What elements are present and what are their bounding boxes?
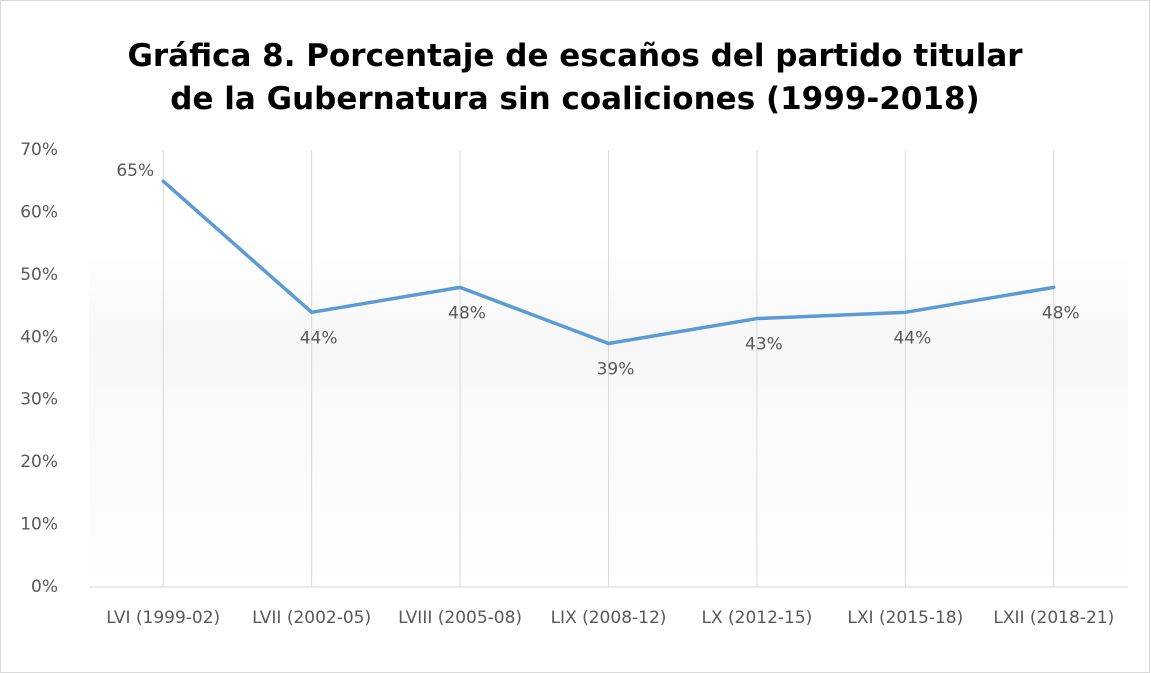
data-label: 43%: [745, 335, 783, 355]
y-tick-label: 60%: [20, 202, 58, 222]
data-label: 48%: [448, 303, 486, 323]
y-tick-label: 70%: [20, 140, 58, 160]
y-tick-label: 50%: [20, 265, 58, 285]
data-label: 44%: [300, 328, 338, 348]
y-tick-label: 10%: [20, 515, 58, 535]
data-label: 39%: [597, 360, 635, 380]
data-label: 48%: [1042, 303, 1080, 323]
y-tick-label: 0%: [31, 577, 58, 597]
y-tick-label: 20%: [20, 452, 58, 472]
y-tick-label: 40%: [20, 327, 58, 347]
x-tick-label: LVI (1999-02): [106, 608, 220, 628]
chart-title: Gráfica 8. Porcentaje de escaños del par…: [127, 38, 1023, 117]
x-tick-label: LIX (2008-12): [551, 608, 667, 628]
x-tick-label: LVIII (2005-08): [398, 608, 522, 628]
x-tick-label: LXII (2018-21): [993, 608, 1114, 628]
line: [161, 179, 1056, 346]
data-label: 44%: [893, 328, 931, 348]
x-tick-label: LVII (2002-05): [252, 608, 371, 628]
x-tick-label: LX (2012-15): [702, 608, 813, 628]
x-tick-label: LXI (2015-18): [847, 608, 963, 628]
y-tick-label: 30%: [20, 390, 58, 410]
data-label: 65%: [116, 161, 154, 181]
